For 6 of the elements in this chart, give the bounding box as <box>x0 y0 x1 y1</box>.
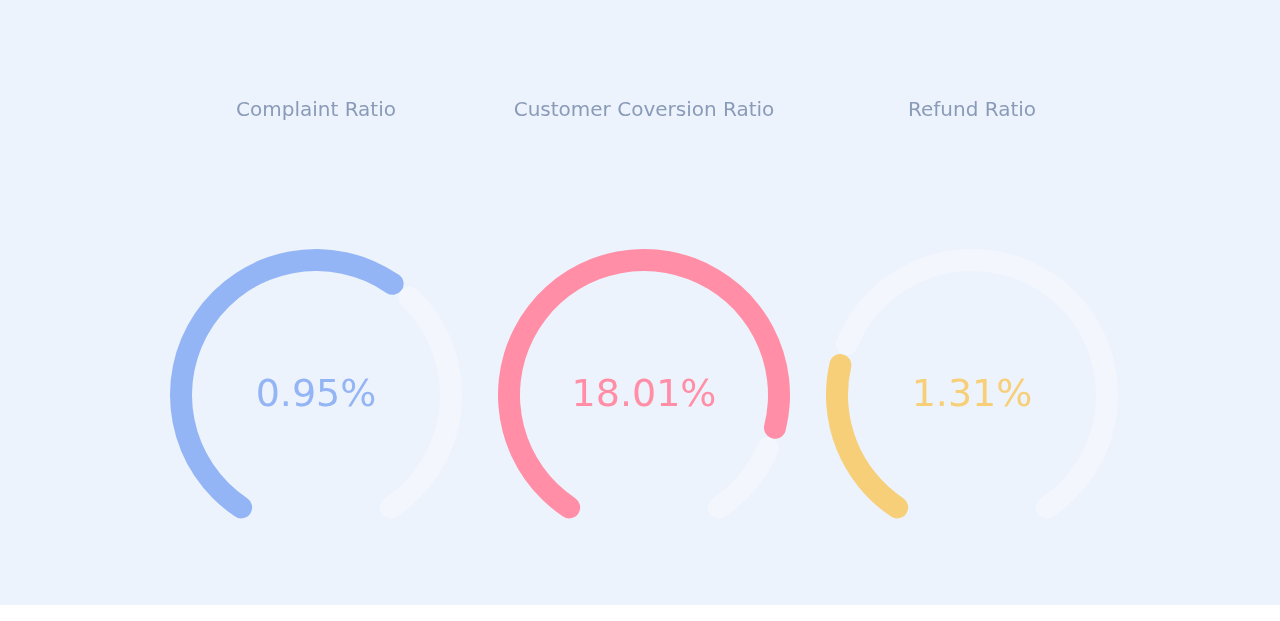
text: 0.95% <box>255 371 377 415</box>
text: 1.31% <box>911 371 1033 415</box>
chart-title: Customer Coversion Ratio <box>513 97 775 121</box>
chart-title: Refund Ratio <box>907 97 1037 121</box>
chart-title: Complaint Ratio <box>236 97 396 121</box>
text: 18.01% <box>571 371 717 415</box>
